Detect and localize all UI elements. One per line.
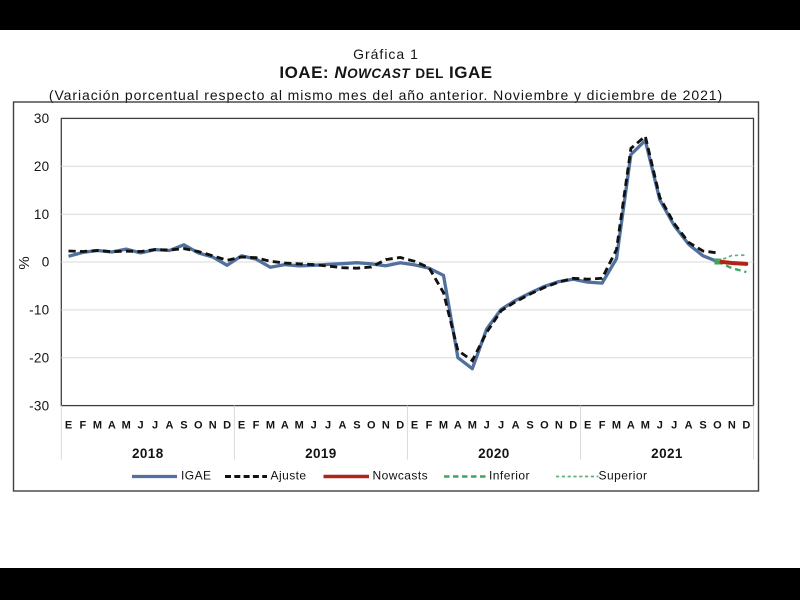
svg-text:30: 30	[34, 111, 50, 126]
svg-text:S: S	[699, 420, 706, 432]
svg-text:O: O	[713, 420, 722, 432]
svg-text:A: A	[454, 420, 462, 432]
svg-text:N: N	[382, 420, 390, 432]
svg-text:E: E	[411, 420, 418, 432]
svg-text:O: O	[194, 420, 203, 432]
svg-text:M: M	[266, 420, 275, 432]
svg-text:S: S	[353, 420, 360, 432]
svg-text:D: D	[569, 420, 577, 432]
svg-text:N: N	[209, 420, 217, 432]
svg-text:2020: 2020	[478, 446, 510, 461]
svg-text:IOAE: NOWCAST DEL IGAE: IOAE: NOWCAST DEL IGAE	[279, 63, 492, 82]
svg-text:M: M	[468, 420, 477, 432]
svg-text:S: S	[526, 420, 533, 432]
svg-text:(Variación porcentual respecto: (Variación porcentual respecto al mismo …	[49, 87, 723, 103]
svg-text:2018: 2018	[132, 446, 164, 461]
svg-text:F: F	[253, 420, 260, 432]
svg-text:S: S	[180, 420, 187, 432]
svg-text:J: J	[311, 420, 317, 432]
svg-text:E: E	[584, 420, 591, 432]
svg-text:J: J	[138, 420, 144, 432]
svg-text:J: J	[498, 420, 504, 432]
svg-text:2019: 2019	[305, 446, 337, 461]
svg-text:0: 0	[42, 255, 50, 270]
svg-text:D: D	[223, 420, 231, 432]
svg-text:-30: -30	[29, 398, 49, 413]
svg-text:M: M	[641, 420, 650, 432]
svg-text:-10: -10	[29, 303, 49, 318]
svg-text:O: O	[540, 420, 549, 432]
svg-text:A: A	[281, 420, 289, 432]
svg-text:D: D	[742, 420, 750, 432]
svg-text:J: J	[152, 420, 158, 432]
svg-text:A: A	[512, 420, 520, 432]
svg-text:N: N	[728, 420, 736, 432]
svg-text:M: M	[93, 420, 102, 432]
svg-text:A: A	[339, 420, 347, 432]
svg-text:IGAE: IGAE	[181, 469, 211, 483]
svg-text:N: N	[555, 420, 563, 432]
svg-text:M: M	[612, 420, 621, 432]
svg-text:A: A	[108, 420, 116, 432]
svg-text:-20: -20	[29, 350, 49, 365]
svg-text:J: J	[657, 420, 663, 432]
svg-text:E: E	[65, 420, 72, 432]
svg-text:F: F	[599, 420, 606, 432]
svg-text:Nowcasts: Nowcasts	[373, 469, 429, 483]
svg-text:%: %	[16, 256, 33, 269]
svg-text:10: 10	[34, 207, 50, 222]
svg-text:A: A	[166, 420, 174, 432]
svg-text:20: 20	[34, 159, 50, 174]
svg-text:M: M	[439, 420, 448, 432]
svg-text:J: J	[484, 420, 490, 432]
svg-text:J: J	[671, 420, 677, 432]
svg-text:M: M	[122, 420, 131, 432]
svg-text:Gráfica 1: Gráfica 1	[353, 46, 419, 62]
svg-text:2021: 2021	[651, 446, 683, 461]
svg-text:Superior: Superior	[599, 469, 648, 483]
svg-text:D: D	[396, 420, 404, 432]
svg-text:A: A	[627, 420, 635, 432]
svg-text:J: J	[325, 420, 331, 432]
svg-text:A: A	[685, 420, 693, 432]
svg-text:Inferior: Inferior	[489, 469, 530, 483]
svg-text:F: F	[80, 420, 87, 432]
svg-text:O: O	[367, 420, 376, 432]
svg-text:F: F	[426, 420, 433, 432]
svg-text:Ajuste: Ajuste	[271, 469, 307, 483]
svg-text:E: E	[238, 420, 245, 432]
svg-text:M: M	[295, 420, 304, 432]
